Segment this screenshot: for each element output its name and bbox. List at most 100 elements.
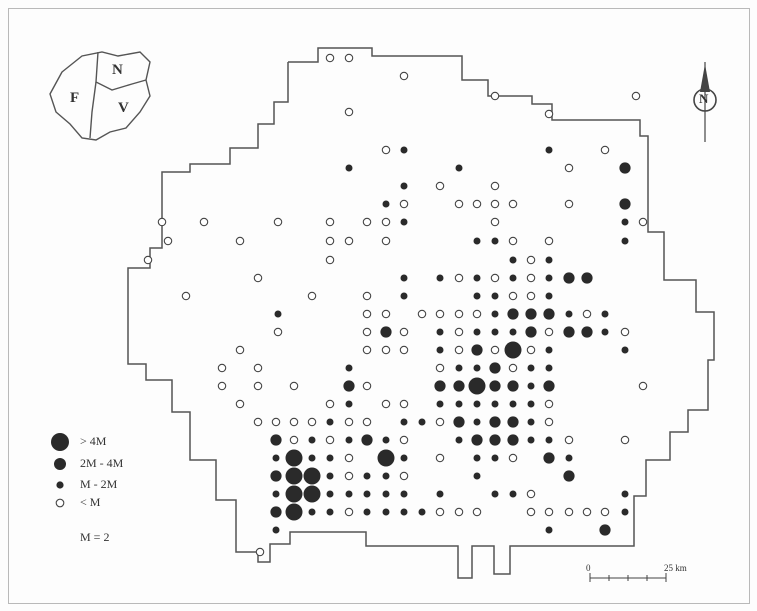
occurrence-dot-medium bbox=[543, 452, 555, 464]
occurrence-dot-small bbox=[400, 418, 408, 426]
occurrence-dot-medium bbox=[453, 416, 465, 428]
occurrence-dot-small bbox=[436, 490, 444, 498]
occurrence-dot-small bbox=[455, 364, 463, 372]
occurrence-dot-small bbox=[326, 490, 334, 498]
occurrence-dot-medium bbox=[453, 380, 465, 392]
occurrence-dot-open bbox=[253, 273, 263, 283]
occurrence-dot-medium bbox=[343, 380, 355, 392]
occurrence-symbols bbox=[143, 53, 648, 557]
occurrence-dot-open bbox=[344, 417, 354, 427]
occurrence-dot-small bbox=[621, 218, 629, 226]
occurrence-dot-small bbox=[363, 472, 371, 480]
occurrence-dot-open bbox=[472, 507, 482, 517]
occurrence-dot-open bbox=[362, 345, 372, 355]
occurrence-dot-open bbox=[325, 399, 335, 409]
occurrence-dot-open bbox=[399, 327, 409, 337]
occurrence-dot-open bbox=[362, 309, 372, 319]
occurrence-dot-open bbox=[289, 435, 299, 445]
occurrence-dot-small bbox=[545, 274, 553, 282]
occurrence-dot-open bbox=[564, 435, 574, 445]
occurrence-dot-small bbox=[527, 400, 535, 408]
north-arrow-label: N bbox=[699, 91, 709, 106]
occurrence-dot-open bbox=[235, 399, 245, 409]
occurrence-dot-small bbox=[382, 200, 390, 208]
occurrence-dot-open bbox=[620, 327, 630, 337]
occurrence-dot-open bbox=[454, 199, 464, 209]
occurrence-dot-open bbox=[508, 363, 518, 373]
occurrence-dot-medium bbox=[270, 506, 282, 518]
occurrence-dot-small bbox=[363, 508, 371, 516]
occurrence-dot-open bbox=[307, 291, 317, 301]
occurrence-dot-open bbox=[253, 363, 263, 373]
occurrence-dot-open bbox=[435, 363, 445, 373]
occurrence-dot-small bbox=[400, 508, 408, 516]
occurrence-dot-small bbox=[545, 436, 553, 444]
occurrence-dot-medium bbox=[361, 434, 373, 446]
occurrence-dot-small bbox=[436, 400, 444, 408]
occurrence-dot-open bbox=[582, 507, 592, 517]
occurrence-dot-open bbox=[344, 507, 354, 517]
occurrence-dot-small bbox=[545, 346, 553, 354]
occurrence-dot-small bbox=[527, 382, 535, 390]
occurrence-dot-open bbox=[199, 217, 209, 227]
occurrence-dot-small bbox=[418, 418, 426, 426]
legend-symbol-open bbox=[55, 498, 65, 508]
occurrence-dot-open bbox=[143, 255, 153, 265]
occurrence-dot-small bbox=[473, 328, 481, 336]
occurrence-dot-small bbox=[455, 164, 463, 172]
occurrence-dot-open bbox=[325, 217, 335, 227]
occurrence-dot-open bbox=[399, 471, 409, 481]
occurrence-dot-medium bbox=[489, 434, 501, 446]
occurrence-dot-medium bbox=[619, 198, 631, 210]
inset-divider-fv bbox=[89, 81, 97, 139]
occurrence-dot-small bbox=[308, 508, 316, 516]
occurrence-dot-open bbox=[435, 453, 445, 463]
occurrence-dot-medium bbox=[380, 326, 392, 338]
occurrence-dot-medium bbox=[471, 344, 483, 356]
occurrence-dot-open bbox=[526, 489, 536, 499]
occurrence-dot-open bbox=[271, 417, 281, 427]
occurrence-dot-small bbox=[455, 400, 463, 408]
occurrence-dot-small bbox=[382, 490, 390, 498]
occurrence-dot-open bbox=[526, 273, 536, 283]
occurrence-dot-medium bbox=[599, 524, 611, 536]
legend-symbol-large bbox=[51, 433, 69, 451]
occurrence-dot-large bbox=[285, 503, 303, 521]
occurrence-dot-small bbox=[545, 526, 553, 534]
occurrence-dot-small bbox=[509, 328, 517, 336]
occurrence-dot-small bbox=[400, 146, 408, 154]
occurrence-dot-medium bbox=[434, 380, 446, 392]
occurrence-dot-open bbox=[289, 417, 299, 427]
occurrence-dot-open bbox=[253, 417, 263, 427]
occurrence-dot-small bbox=[545, 256, 553, 264]
occurrence-dot-open bbox=[399, 399, 409, 409]
occurrence-dot-large bbox=[303, 467, 321, 485]
occurrence-dot-open bbox=[544, 507, 554, 517]
occurrence-dot-small bbox=[400, 454, 408, 462]
occurrence-dot-open bbox=[344, 236, 354, 246]
legend-symbol-medium bbox=[54, 458, 66, 470]
inset-label-v: V bbox=[118, 100, 129, 116]
occurrence-dot-small bbox=[436, 328, 444, 336]
occurrence-dot-small bbox=[545, 292, 553, 300]
occurrence-dot-open bbox=[399, 199, 409, 209]
occurrence-dot-open bbox=[526, 507, 536, 517]
occurrence-dot-open bbox=[255, 547, 265, 557]
occurrence-dot-small bbox=[400, 274, 408, 282]
occurrence-dot-open bbox=[325, 236, 335, 246]
occurrence-dot-open bbox=[181, 291, 191, 301]
occurrence-dot-open bbox=[631, 91, 641, 101]
occurrence-dot-open bbox=[273, 217, 283, 227]
occurrence-dot-small bbox=[345, 400, 353, 408]
occurrence-dot-open bbox=[362, 327, 372, 337]
occurrence-dot-open bbox=[564, 507, 574, 517]
occurrence-dot-small bbox=[308, 436, 316, 444]
occurrence-dot-small bbox=[326, 472, 334, 480]
occurrence-dot-open bbox=[600, 507, 610, 517]
occurrence-dot-small bbox=[345, 164, 353, 172]
occurrence-dot-small bbox=[491, 490, 499, 498]
occurrence-dot-open bbox=[235, 345, 245, 355]
occurrence-dot-small bbox=[400, 182, 408, 190]
